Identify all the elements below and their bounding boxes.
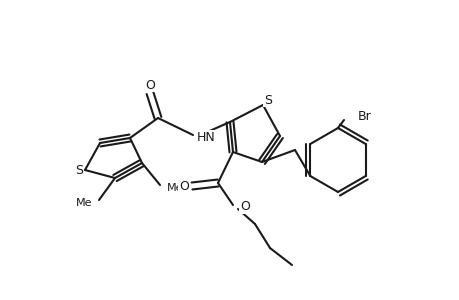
- Text: O: O: [179, 179, 189, 193]
- Text: O: O: [240, 200, 249, 214]
- Text: O: O: [145, 79, 155, 92]
- Text: S: S: [75, 164, 83, 176]
- Text: Me: Me: [167, 183, 183, 193]
- Text: S: S: [263, 94, 271, 106]
- Text: Me: Me: [75, 198, 92, 208]
- Text: Br: Br: [357, 110, 371, 122]
- Text: HN: HN: [196, 130, 215, 143]
